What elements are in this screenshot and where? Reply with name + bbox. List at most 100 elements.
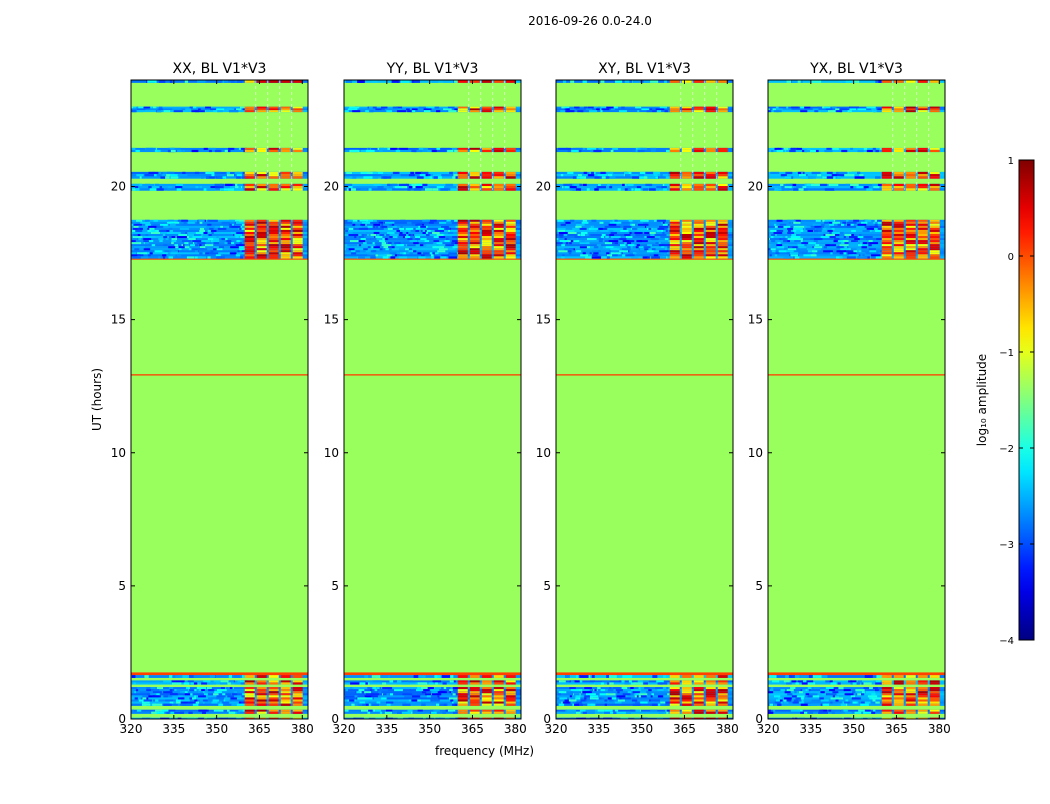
noise-speck (834, 703, 841, 706)
noise-speck (569, 687, 576, 690)
noise-speck (446, 219, 451, 223)
rfi-channel (705, 149, 716, 153)
noise-speck (793, 225, 800, 229)
noise-speck (794, 240, 803, 243)
noise-speck (849, 250, 858, 253)
noise-speck (877, 227, 885, 231)
y-tick-label: 5 (543, 579, 551, 593)
rfi-channel (905, 227, 916, 231)
noise-speck (442, 682, 447, 685)
noise-speck (422, 229, 426, 233)
rfi-channel (717, 110, 728, 113)
noise-speck (179, 227, 189, 231)
noise-speck (137, 248, 144, 251)
rfi-channel (917, 147, 928, 151)
rfi-channel (705, 701, 716, 704)
noise-speck (643, 80, 652, 83)
noise-speck (175, 699, 182, 702)
noise-speck (564, 248, 574, 251)
x-tick-label: 335 (799, 722, 822, 736)
noise-speck (131, 691, 135, 694)
rfi-channel (268, 188, 279, 191)
noise-speck (204, 693, 208, 696)
noise-speck (220, 254, 224, 257)
rfi-channel (905, 246, 916, 249)
noise-speck (359, 701, 366, 704)
noise-speck (861, 682, 864, 685)
noise-speck (858, 223, 861, 227)
noise-speck (784, 697, 792, 700)
noise-speck (577, 703, 583, 706)
noise-speck (224, 108, 235, 111)
noise-speck (416, 176, 424, 179)
noise-speck (390, 147, 398, 151)
rfi-channel (893, 188, 904, 191)
noise-speck (609, 176, 616, 179)
noise-speck (432, 252, 437, 255)
noise-speck (807, 687, 812, 690)
rfi-channel (256, 675, 267, 678)
noise-speck (788, 246, 793, 249)
rfi-channel (256, 693, 267, 696)
noise-speck (193, 234, 196, 237)
rfi-channel (705, 250, 716, 253)
noise-speck (379, 147, 388, 151)
rfi-channel (481, 254, 492, 257)
rfi-channel (929, 223, 940, 227)
rfi-channel (905, 80, 916, 83)
noise-speck (857, 171, 861, 175)
noise-speck (823, 250, 833, 253)
rfi-channel (893, 699, 904, 702)
rfi-channel (292, 680, 303, 683)
noise-speck (358, 240, 366, 243)
noise-speck (439, 248, 448, 251)
x-tick-label: 350 (630, 722, 653, 736)
rfi-channel (493, 223, 504, 227)
noise-speck (435, 682, 438, 685)
rfi-channel (505, 252, 516, 255)
noise-speck (819, 709, 824, 712)
noise-speck (874, 223, 878, 227)
noise-speck (800, 110, 808, 113)
noise-speck (157, 149, 161, 153)
noise-speck (768, 711, 774, 714)
noise-speck (859, 234, 862, 237)
rfi-channel (693, 236, 704, 239)
noise-speck (636, 240, 643, 243)
noise-speck (208, 252, 219, 255)
noise-speck (574, 106, 580, 109)
rfi-channel (457, 221, 468, 225)
rfi-channel (669, 682, 680, 685)
noise-speck (587, 703, 594, 706)
noise-speck (873, 680, 879, 683)
noise-speck (574, 229, 581, 233)
noise-speck (389, 223, 393, 227)
noise-speck (622, 240, 630, 243)
noise-speck (835, 695, 840, 698)
rfi-channel (292, 695, 303, 698)
noise-speck (393, 680, 397, 683)
noise-speck (392, 174, 401, 177)
noise-speck (424, 176, 431, 179)
noise-speck (807, 682, 816, 685)
rfi-channel (256, 246, 267, 249)
rfi-channel (717, 171, 728, 175)
noise-speck (628, 229, 637, 233)
rfi-channel (881, 697, 892, 700)
noise-speck (394, 699, 398, 702)
noise-speck (403, 240, 410, 243)
noise-speck (176, 254, 182, 257)
noise-speck (195, 186, 199, 189)
panel-title: YY, BL V1*V3 (386, 61, 479, 77)
noise-speck (857, 252, 867, 255)
noise-speck (776, 149, 786, 153)
noise-speck (789, 149, 796, 153)
noise-speck (791, 221, 794, 225)
noise-speck (440, 225, 449, 229)
rfi-channel (917, 221, 928, 225)
noise-speck (152, 691, 162, 694)
noise-speck (634, 717, 641, 719)
noise-speck (137, 687, 147, 690)
noise-speck (177, 174, 188, 177)
noise-speck (800, 711, 804, 714)
